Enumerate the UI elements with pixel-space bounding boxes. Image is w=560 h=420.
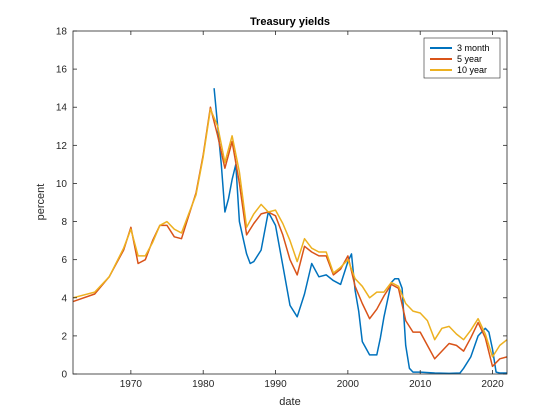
x-axis-ticks: 1970 1980 1990 2000 2010 2020: [120, 31, 504, 390]
series-line-1: [72, 106, 508, 368]
x-tick-label: 1980: [192, 379, 215, 390]
legend-label-0: 3 month: [457, 43, 490, 53]
y-axis-title: percent: [35, 184, 47, 221]
x-tick-label: 1990: [264, 379, 287, 390]
y-tick-label: 8: [61, 217, 67, 228]
x-tick-label: 1970: [120, 379, 143, 390]
x-tick-label: 2020: [481, 379, 504, 390]
y-tick-label: 4: [61, 293, 67, 304]
legend-label-2: 10 year: [457, 65, 487, 75]
series-layer: [72, 88, 508, 375]
y-tick-label: 2: [61, 331, 67, 342]
chart-title: Treasury yields: [250, 16, 330, 28]
y-tick-label: 16: [56, 65, 68, 76]
x-tick-label: 2000: [337, 379, 360, 390]
y-tick-label: 0: [61, 370, 67, 381]
x-tick-label: 2010: [409, 379, 432, 390]
plot-frame: [72, 30, 508, 375]
legend-label-1: 5 year: [457, 54, 482, 64]
y-tick-label: 10: [56, 179, 68, 190]
x-axis-title: date: [279, 396, 300, 408]
y-axis-ticks: 0 2 4 6 8 10 12 14 16 18: [56, 27, 507, 381]
series-line-0: [213, 88, 507, 375]
y-tick-label: 18: [56, 27, 68, 38]
y-tick-label: 6: [61, 255, 67, 266]
y-tick-label: 12: [56, 141, 68, 152]
plot-area: [73, 31, 507, 374]
series-line-2: [72, 108, 508, 358]
y-tick-label: 14: [56, 103, 68, 114]
